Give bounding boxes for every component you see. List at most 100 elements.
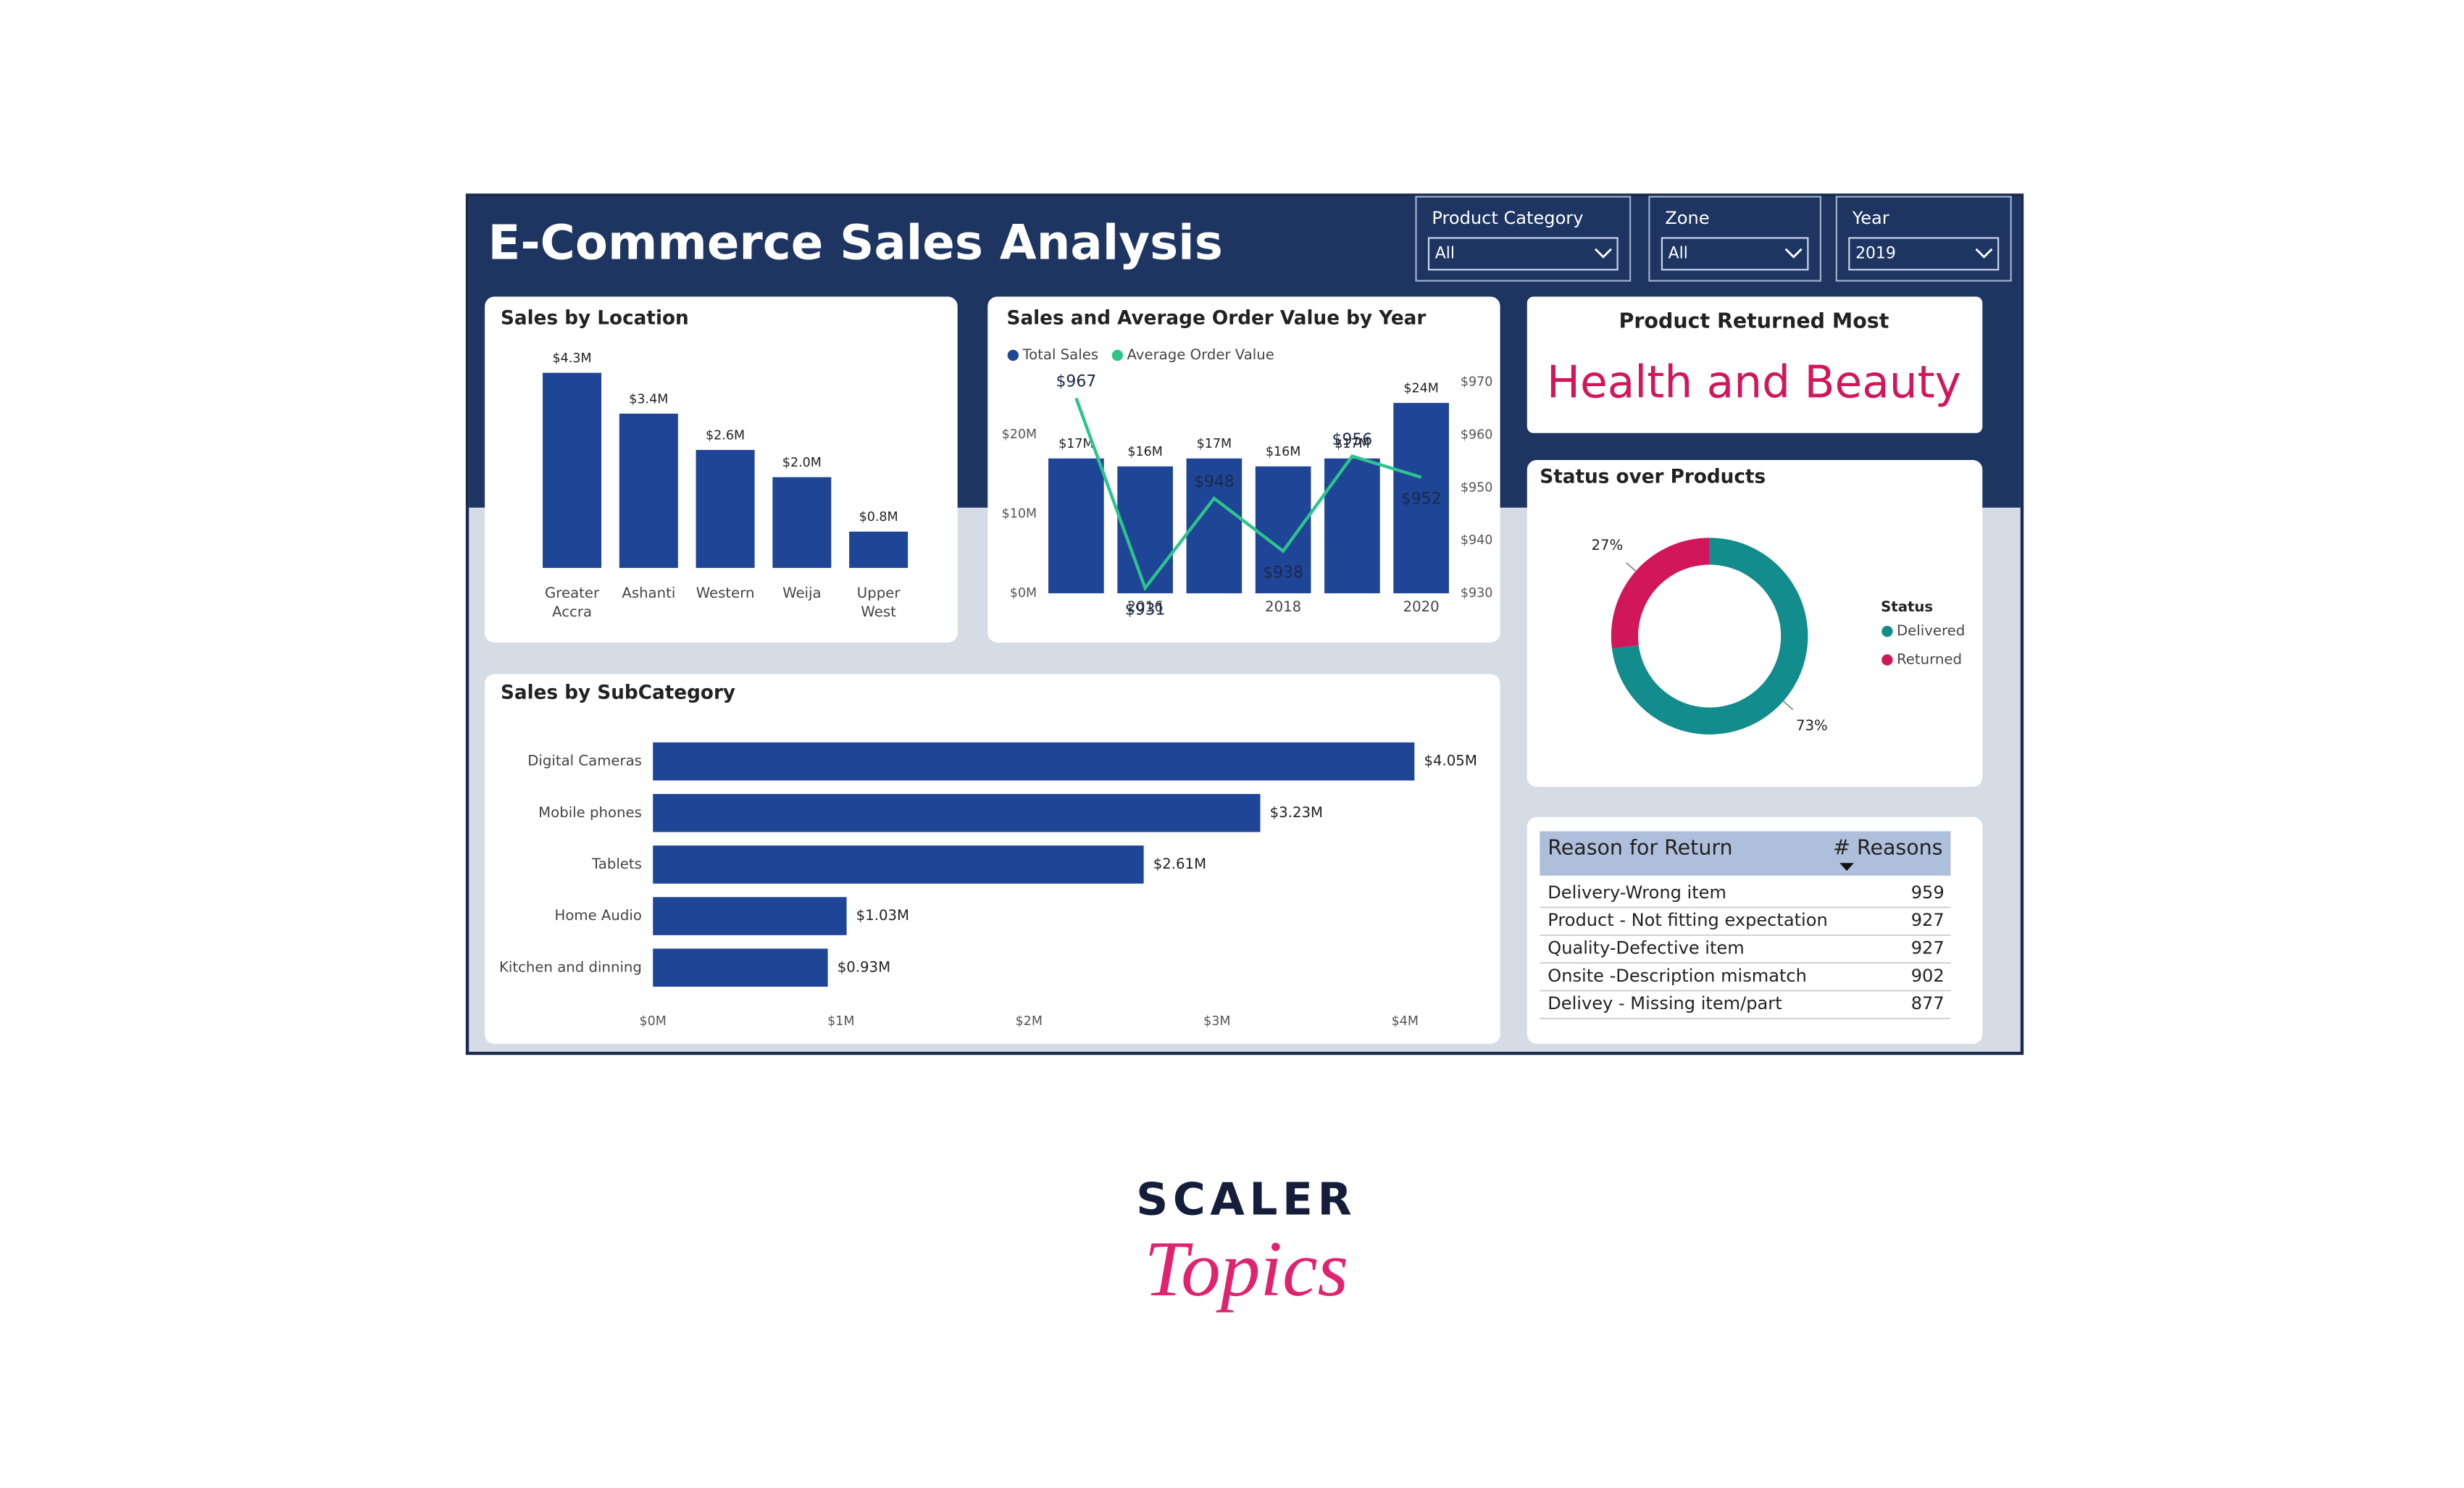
line-label: $931 <box>1125 601 1166 619</box>
x-tick-label: 2016 <box>1127 598 1164 615</box>
chart-title: Status over Products <box>1540 467 1766 488</box>
y-tick-label: $20M <box>1002 427 1037 442</box>
x-tick-label: Weija <box>782 584 821 601</box>
line-label: $948 <box>1194 473 1235 491</box>
table-cell: Delivey - Missing item/part <box>1548 993 1782 1013</box>
data-label: $16M <box>1266 445 1301 459</box>
y-tick-label: Tablets <box>591 856 642 872</box>
filter-box <box>1648 196 1821 282</box>
y2-tick-label: $930 <box>1461 586 1493 601</box>
dropdown-value: 2019 <box>1855 244 1896 262</box>
data-label: $0.93M <box>838 958 890 975</box>
x-tick-label: $2M <box>1016 1014 1043 1029</box>
table-cell: 902 <box>1911 966 1945 986</box>
dropdown[interactable] <box>1661 237 1809 271</box>
bar <box>653 845 1144 884</box>
bar <box>653 948 828 987</box>
y2-tick-label: $950 <box>1461 480 1493 495</box>
brand-tagline: Topics <box>1144 1224 1348 1313</box>
dashboard-title: E-Commerce Sales Analysis <box>488 215 1223 270</box>
legend-marker <box>1007 349 1019 361</box>
table-header-cell: Reason for Return <box>1548 836 1732 860</box>
line-label: $938 <box>1263 564 1303 582</box>
dropdown[interactable] <box>1427 237 1619 271</box>
y-tick-label: $0M <box>1010 586 1037 601</box>
line <box>1074 397 1422 592</box>
bar <box>1324 458 1380 593</box>
table-cell: 927 <box>1911 937 1945 958</box>
leader-line <box>1782 701 1794 711</box>
y2-tick-label: $960 <box>1461 428 1493 443</box>
data-label: $17M <box>1335 437 1370 451</box>
x-tick-label: Ashanti <box>622 584 675 601</box>
data-label: $17M <box>1058 437 1094 451</box>
leader-line <box>1626 562 1637 572</box>
y-tick-label: Home Audio <box>555 907 642 924</box>
bar <box>1117 466 1173 593</box>
bar <box>1393 403 1449 593</box>
line-label: $956 <box>1332 431 1373 449</box>
line-label: $967 <box>1056 373 1097 391</box>
filter-box <box>1835 196 2012 282</box>
legend-label: Delivered <box>1897 622 1965 639</box>
y2-tick-label: $940 <box>1461 533 1493 548</box>
data-label: 27% <box>1591 537 1623 553</box>
data-label: $17M <box>1197 437 1232 451</box>
data-label: $16M <box>1127 445 1163 459</box>
bar <box>653 793 1261 832</box>
brand-name: SCALER <box>1136 1174 1356 1225</box>
data-label: $4.3M <box>553 351 592 366</box>
legend-marker <box>1111 349 1124 361</box>
data-label: $4.05M <box>1424 753 1477 769</box>
y-tick-label: $10M <box>1002 506 1037 521</box>
filter-label: Product Category <box>1432 208 1583 228</box>
filter-label: Zone <box>1665 208 1709 228</box>
bar <box>772 477 832 568</box>
dropdown[interactable] <box>1848 237 2000 271</box>
bar <box>1048 458 1104 593</box>
chart-title: Sales and Average Order Value by Year <box>1007 308 1427 330</box>
y2-tick-label: $970 <box>1461 375 1493 390</box>
sort-icon <box>1839 863 1854 872</box>
dropdown-arrow <box>1975 248 1993 259</box>
data-label: $2.6M <box>706 428 745 443</box>
data-label: $2.61M <box>1153 856 1206 872</box>
x-tick-label: $0M <box>640 1014 667 1029</box>
chart-title: Sales by SubCategory <box>501 682 735 703</box>
filter-label: Year <box>1852 208 1889 228</box>
filter-box <box>1415 196 1632 282</box>
data-label: 73% <box>1796 717 1828 734</box>
data-label: $1.03M <box>856 907 909 924</box>
data-label: $3.23M <box>1270 804 1323 821</box>
table-cell: Product - Not fitting expectation <box>1548 910 1828 930</box>
dropdown-value: All <box>1669 244 1688 262</box>
table-cell: 959 <box>1911 882 1945 903</box>
bar <box>1186 458 1243 593</box>
bar <box>653 897 847 935</box>
data-label: $0.8M <box>859 510 898 524</box>
card-value: Health and Beauty <box>1547 357 1961 409</box>
data-label: $2.0M <box>782 456 822 470</box>
bar <box>696 450 755 568</box>
dropdown-value: All <box>1435 244 1455 262</box>
x-tick-label: $3M <box>1203 1014 1230 1029</box>
legend-label: Average Order Value <box>1127 346 1274 363</box>
panel <box>1527 296 1983 433</box>
data-label: $3.4M <box>629 392 668 406</box>
table-cell: 877 <box>1911 993 1945 1013</box>
bar <box>849 531 909 568</box>
x-tick-label: $1M <box>827 1014 854 1029</box>
legend-label: Total Sales <box>1022 346 1098 363</box>
table-cell: Quality-Defective item <box>1548 937 1744 958</box>
legend-label: Returned <box>1897 651 1962 667</box>
x-tick-label: 2018 <box>1265 598 1301 615</box>
legend-title: Status <box>1881 598 1933 615</box>
card-title: Product Returned Most <box>1619 309 1889 333</box>
data-label: $24M <box>1403 381 1439 396</box>
dropdown-arrow <box>1784 248 1803 259</box>
chart-title: Sales by Location <box>501 308 689 330</box>
bar <box>543 372 602 568</box>
table-header <box>1540 831 1951 876</box>
